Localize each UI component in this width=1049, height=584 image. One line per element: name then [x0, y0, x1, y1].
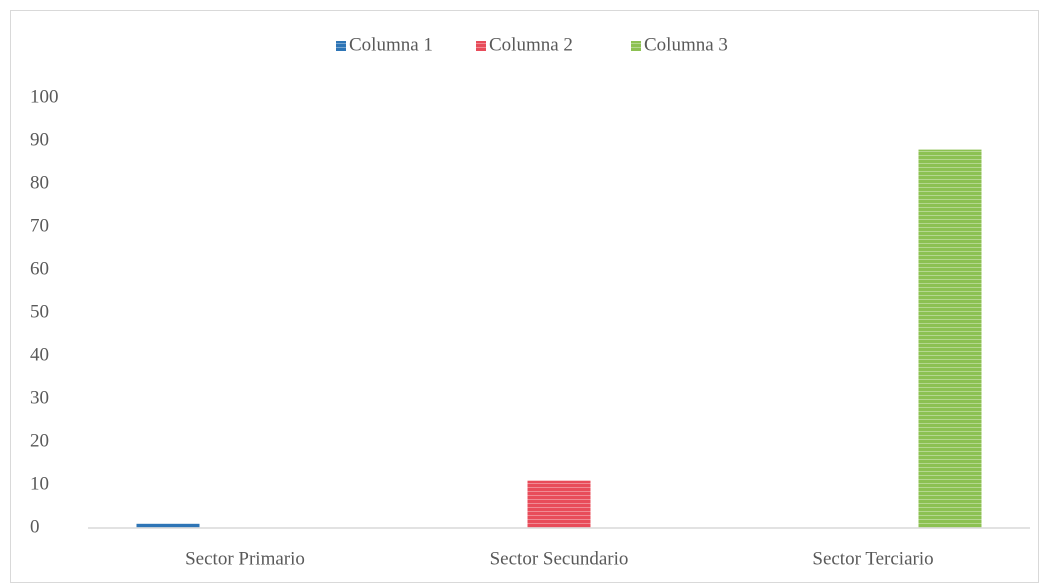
y-tick-label: 0 — [30, 516, 40, 537]
y-tick-label: 90 — [30, 129, 49, 150]
legend-label: Columna 1 — [349, 34, 433, 55]
bar — [136, 523, 200, 528]
legend-label: Columna 2 — [489, 34, 573, 55]
legend-swatch — [631, 41, 641, 51]
y-tick-label: 30 — [30, 387, 49, 408]
x-tick-label: Sector Primario — [185, 548, 305, 569]
x-tick-label: Sector Terciario — [812, 548, 933, 569]
y-tick-label: 80 — [30, 172, 49, 193]
y-tick-label: 40 — [30, 344, 49, 365]
y-tick-label: 70 — [30, 215, 49, 236]
y-tick-label: 20 — [30, 430, 49, 451]
legend-swatch — [336, 41, 346, 51]
bar — [918, 149, 982, 528]
x-tick-label: Sector Secundario — [490, 548, 629, 569]
y-tick-label: 10 — [30, 473, 49, 494]
y-tick-label: 100 — [30, 86, 59, 107]
y-tick-label: 60 — [30, 258, 49, 279]
y-tick-label: 50 — [30, 301, 49, 322]
chart-border — [10, 10, 1039, 583]
legend-label: Columna 3 — [644, 34, 728, 55]
legend-swatch — [476, 41, 486, 51]
bar — [527, 480, 591, 528]
